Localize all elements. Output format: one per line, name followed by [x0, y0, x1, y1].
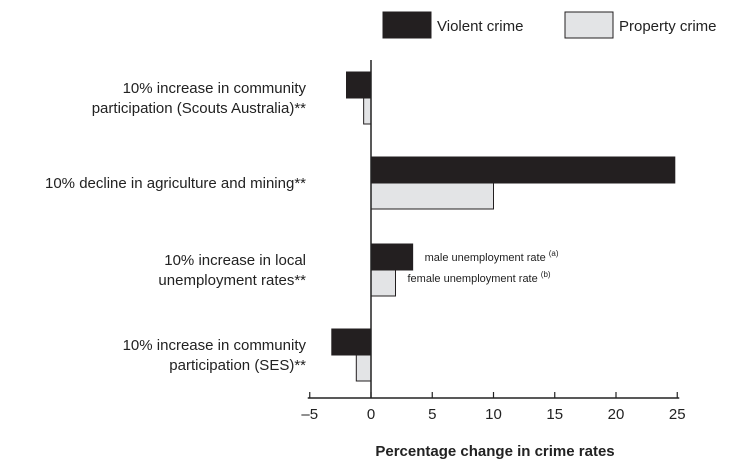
x-tick-label: 0 [367, 406, 375, 423]
legend-swatch-property [564, 11, 614, 39]
bar-property [363, 97, 372, 125]
bar-property [370, 182, 494, 210]
category-label: 10% increase in local [164, 252, 306, 269]
category-label: participation (Scouts Australia)** [92, 100, 306, 117]
category-label: 10% increase in community [123, 80, 307, 97]
bar-property [370, 269, 396, 297]
x-tick-label: 25 [669, 406, 686, 423]
category-label: unemployment rates** [158, 272, 306, 289]
bar-violent [331, 328, 372, 356]
x-tick-label: –5 [301, 406, 318, 423]
category-label: 10% decline in agriculture and mining** [45, 175, 306, 192]
bar-violent [370, 243, 414, 271]
bar-property [355, 354, 372, 382]
legend-swatch-violent [382, 11, 432, 39]
bar-violent [346, 71, 372, 99]
annotations: male unemployment rate (a) female unemplo… [408, 249, 559, 285]
legend-label-property: Property crime [619, 18, 717, 35]
legend-label-violent: Violent crime [437, 18, 523, 35]
annotation: female unemployment rate (b) [408, 270, 551, 285]
x-tick-label: 20 [608, 406, 625, 423]
bar-violent [370, 156, 676, 184]
category-label: participation (SES)** [169, 357, 306, 374]
bars-group [331, 71, 676, 382]
x-tick-label: 15 [546, 406, 563, 423]
x-tick-label: 5 [428, 406, 436, 423]
legend: Violent crime Property crime [382, 11, 717, 39]
x-tick-label: 10 [485, 406, 502, 423]
annotation: male unemployment rate (a) [425, 249, 559, 264]
x-axis: –5 0 5 10 15 20 25 [301, 60, 686, 423]
category-labels: 10% increase in community participation (… [45, 80, 306, 374]
category-label: 10% increase in community [123, 337, 307, 354]
x-axis-label: Percentage change in crime rates [375, 443, 614, 459]
